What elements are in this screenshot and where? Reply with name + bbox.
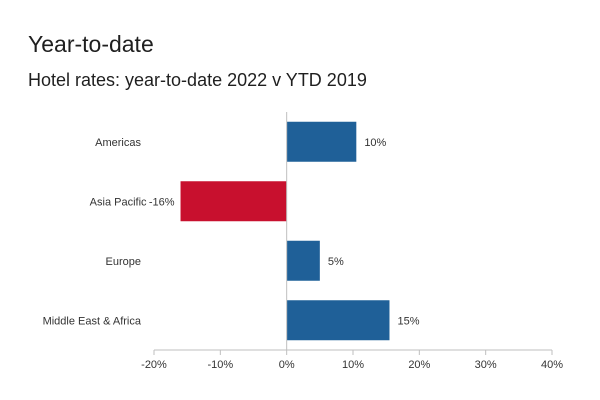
data-label: 5% (328, 256, 344, 268)
data-label: 10% (364, 137, 386, 149)
x-tick-label: 30% (475, 359, 497, 371)
category-label: Europe (106, 256, 141, 268)
x-tick-label: 40% (541, 359, 563, 371)
data-label: -16% (149, 196, 175, 208)
bar-americas (286, 121, 357, 162)
x-tick-label: 20% (408, 359, 430, 371)
bar-asia-pacific (180, 181, 287, 222)
x-tick-label: -20% (141, 359, 167, 371)
category-label: Americas (95, 137, 141, 149)
chart-subtitle: Hotel rates: year-to-date 2022 v YTD 201… (28, 70, 367, 90)
x-tick-label: 0% (279, 359, 295, 371)
x-tick-label: 10% (342, 359, 364, 371)
bar-europe (286, 240, 320, 281)
bar-middle-east-africa (286, 300, 390, 341)
category-label: Asia Pacific (90, 196, 147, 208)
x-tick-label: -10% (207, 359, 233, 371)
category-label: Middle East & Africa (43, 315, 142, 327)
page-title: Year-to-date (28, 31, 154, 57)
data-label: 15% (397, 315, 419, 327)
